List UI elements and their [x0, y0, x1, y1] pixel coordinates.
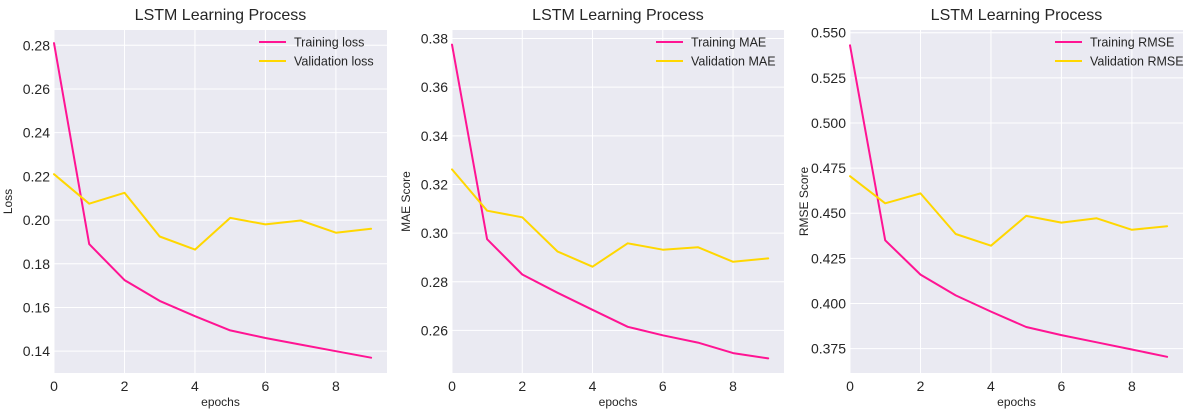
y-tick-label: 0.26 [23, 81, 50, 97]
y-tick-label: 0.425 [811, 250, 846, 266]
legend: Training MAE Validation MAE [656, 36, 776, 69]
y-tick-label: 0.30 [421, 225, 448, 241]
series-line-validation-mae [451, 168, 770, 268]
y-tick-label: 0.16 [23, 299, 50, 315]
grid [849, 30, 1183, 373]
x-tick-label: 2 [917, 378, 925, 394]
y-tick-label: 0.500 [811, 115, 846, 131]
y-axis-label: RMSE Score [797, 167, 811, 237]
x-tick-label: 0 [846, 378, 854, 394]
x-tick-label: 4 [987, 378, 995, 394]
plot-area [54, 30, 387, 373]
y-tick-label: 0.525 [811, 70, 846, 86]
y-axis-label: Loss [1, 189, 15, 214]
x-tick-label: 0 [448, 378, 456, 394]
legend-label: Training MAE [691, 36, 766, 50]
y-tick-label: 0.28 [23, 37, 50, 53]
series-line-training-rmse [849, 44, 1169, 358]
x-tick-label: 0 [50, 378, 58, 394]
x-tick-label: 8 [729, 378, 737, 394]
y-tick-label: 0.24 [23, 125, 50, 141]
grid [451, 30, 784, 373]
series-line-validation-loss [53, 173, 373, 251]
legend: Training RMSE Validation RMSE [1055, 36, 1184, 69]
chart-panel-3: 0.375 0.400 0.425 0.450 0.475 0.500 0.525 0.550… [797, 7, 1184, 409]
y-tick-label: 0.475 [811, 160, 846, 176]
chart-panel-2: 0.26 0.28 0.30 0.32 0.34 0.36 0.38 0 2 4 6 8 LSTM Le… [399, 7, 784, 409]
x-tick-label: 8 [332, 378, 340, 394]
x-tick-label: 4 [589, 378, 597, 394]
legend-label: Training loss [294, 36, 364, 50]
y-tick-label: 0.400 [811, 295, 846, 311]
y-tick-label: 0.18 [23, 256, 50, 272]
x-tick-label: 6 [659, 378, 667, 394]
y-tick-label: 0.550 [811, 25, 846, 41]
series-line-validation-rmse [849, 175, 1169, 247]
y-tick-label: 0.34 [421, 128, 448, 144]
plot-area [850, 30, 1183, 373]
legend-label: Validation RMSE [1090, 55, 1184, 69]
y-tick-label: 0.22 [23, 168, 50, 184]
x-tick-label: 2 [121, 378, 129, 394]
chart-title: LSTM Learning Process [135, 7, 307, 24]
y-tick-label: 0.26 [421, 322, 448, 338]
y-tick-label: 0.14 [23, 343, 50, 359]
x-axis-label: epochs [599, 395, 638, 409]
x-tick-label: 4 [191, 378, 199, 394]
legend-label: Training RMSE [1090, 36, 1174, 50]
y-tick-label: 0.375 [811, 341, 846, 357]
y-axis-label: MAE Score [399, 171, 413, 232]
y-tick-label: 0.20 [23, 212, 50, 228]
y-tick-label: 0.28 [421, 274, 448, 290]
y-tick-label: 0.38 [421, 31, 448, 47]
series-line-training-loss [53, 42, 373, 359]
chart-title: LSTM Learning Process [532, 7, 704, 24]
y-tick-label: 0.450 [811, 205, 846, 221]
chart-panel-1: 0.14 0.16 0.18 0.20 0.22 0.24 0.26 0.28 0 2 4 6 8 LST… [1, 7, 387, 409]
x-tick-label: 2 [518, 378, 526, 394]
series-line-training-mae [451, 43, 770, 360]
legend-label: Validation MAE [691, 55, 776, 69]
x-tick-label: 8 [1128, 378, 1136, 394]
y-tick-label: 0.36 [421, 79, 448, 95]
legend: Training loss Validation loss [259, 36, 374, 69]
x-axis-label: epochs [997, 395, 1036, 409]
x-axis-label: epochs [201, 395, 240, 409]
x-tick-label: 6 [262, 378, 270, 394]
y-tick-label: 0.32 [421, 176, 448, 192]
chart-title: LSTM Learning Process [931, 7, 1103, 24]
x-tick-label: 6 [1058, 378, 1066, 394]
legend-label: Validation loss [294, 55, 374, 69]
